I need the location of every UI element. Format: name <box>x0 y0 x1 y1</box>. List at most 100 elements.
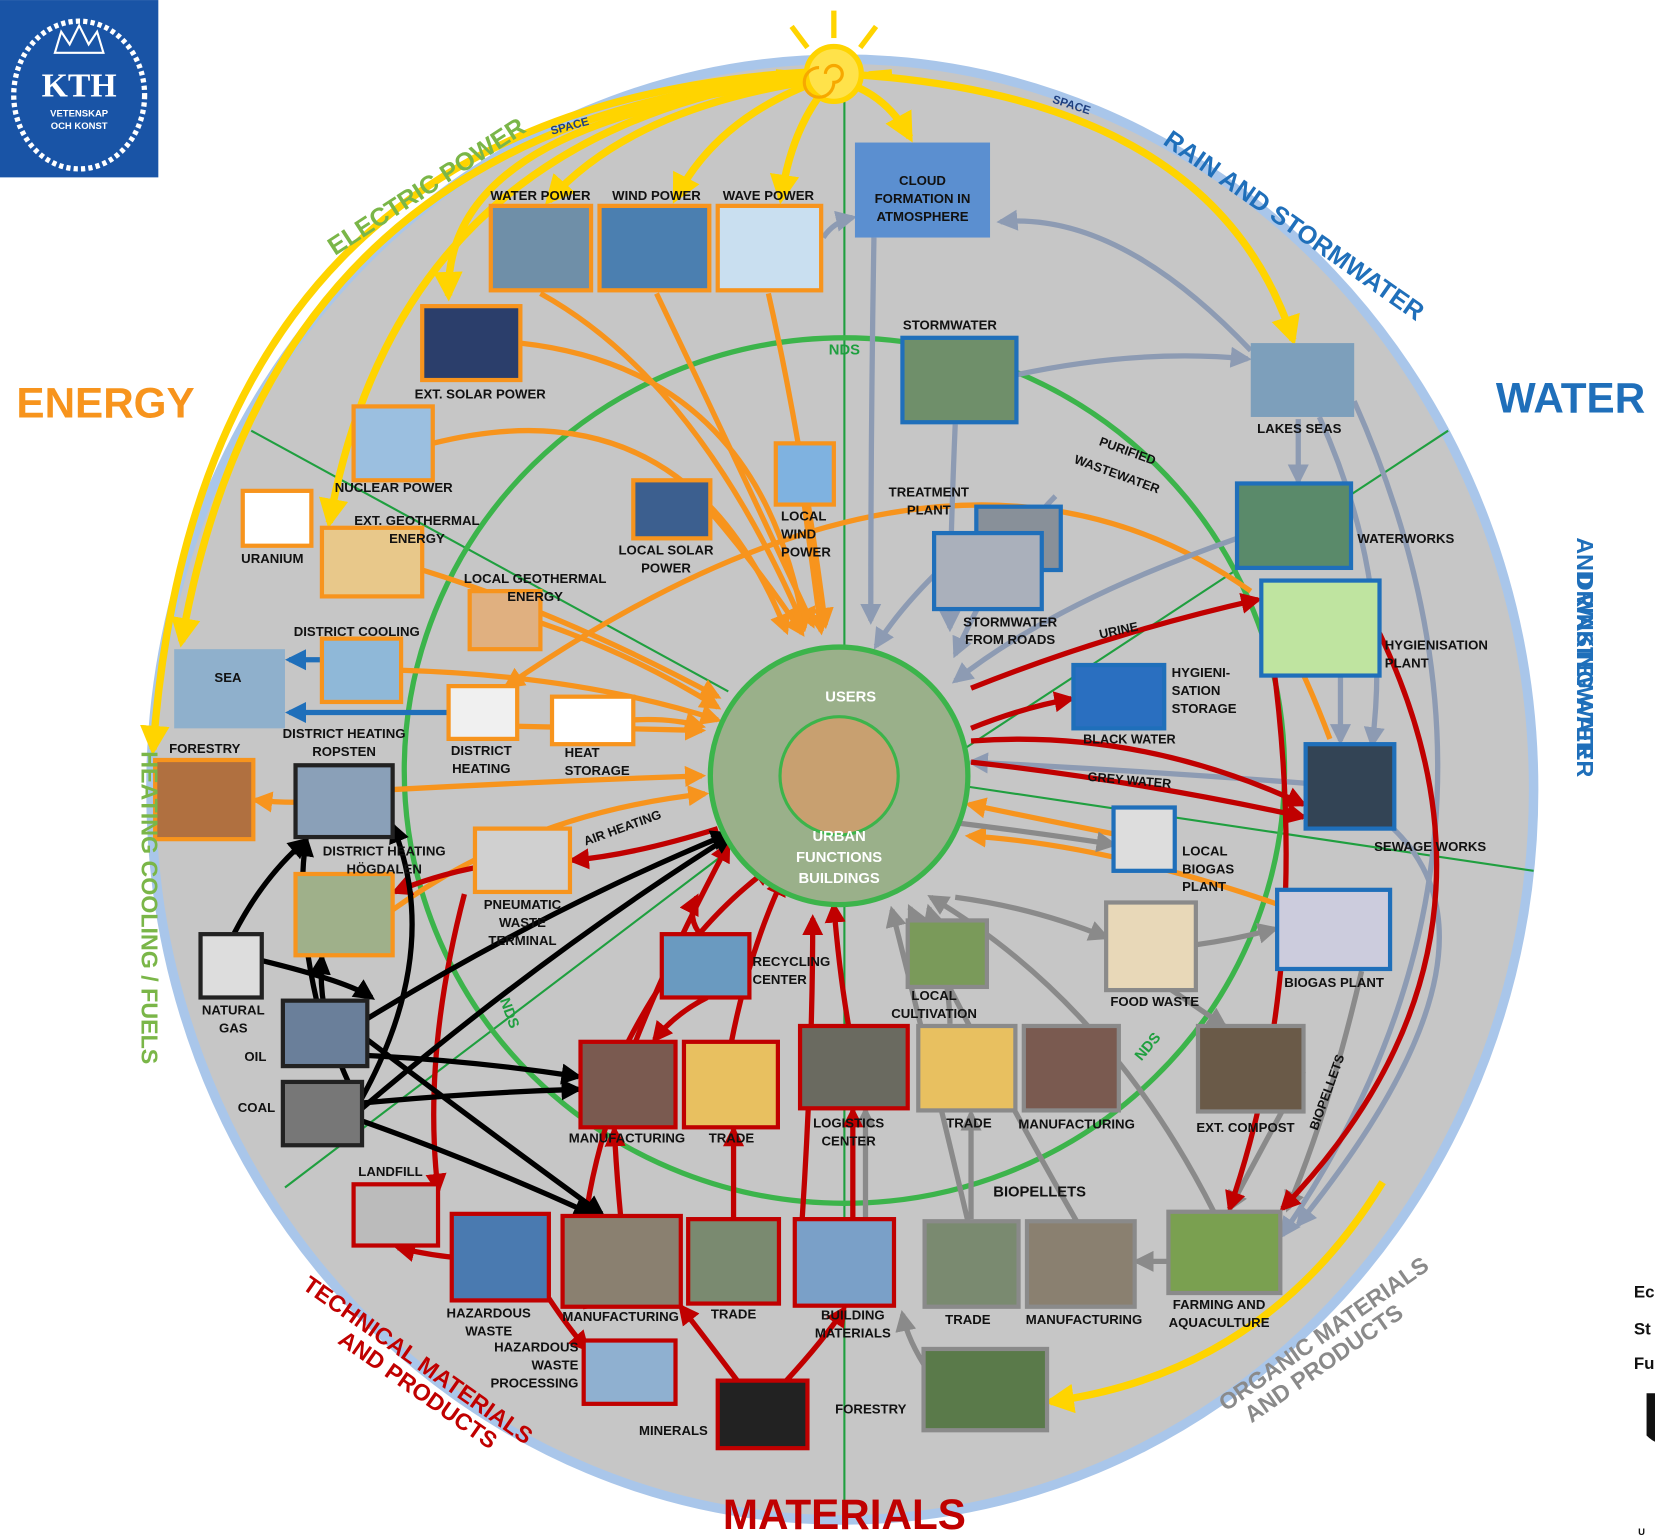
node-image <box>684 1042 778 1127</box>
node: BIOGAS PLANT <box>1277 890 1390 990</box>
node-label: POWER <box>641 560 691 575</box>
node-label: ROPSTEN <box>312 744 376 759</box>
node-label: TREATMENT <box>889 484 969 499</box>
sidebar-text: Ec <box>1634 1282 1655 1301</box>
node-image <box>1261 581 1379 676</box>
section-title: MATERIALS <box>723 1491 966 1538</box>
node-label: SEWAGE WORKS <box>1374 839 1486 854</box>
node-image <box>243 491 312 546</box>
node-label: FROM ROADS <box>965 632 1055 647</box>
node-image <box>552 697 633 744</box>
node: MANUFACTURING <box>569 1042 685 1146</box>
node: CLOUDFORMATION INATMOSPHERE <box>855 143 990 238</box>
node-label: WATERWORKS <box>1357 531 1454 546</box>
node-image <box>296 765 393 837</box>
node-label: WASTE <box>532 1357 579 1372</box>
node-label: POWER <box>781 545 831 560</box>
node-label: MANUFACTURING <box>562 1309 678 1324</box>
node-label: CLOUD <box>899 173 946 188</box>
node-image <box>600 206 710 290</box>
node-label: DISTRICT HEATING <box>323 843 446 858</box>
node-label: TRADE <box>945 1312 991 1327</box>
node-image <box>662 934 750 997</box>
node-label: CENTER <box>822 1134 877 1149</box>
node-image <box>718 206 821 290</box>
node-image <box>1106 902 1196 990</box>
node-label: LOCAL <box>1182 843 1227 858</box>
node-label: ENERGY <box>389 531 445 546</box>
sidebar-text: U <box>1638 1527 1645 1538</box>
node-image <box>452 1214 549 1301</box>
arc-label: AND WASTEWATER <box>1572 537 1598 759</box>
node-image <box>449 686 518 739</box>
node-label: LAKES SEAS <box>1257 421 1341 436</box>
urban-label: FUNCTIONS <box>796 850 882 866</box>
node-label: COAL <box>238 1100 275 1115</box>
node-label: STORAGE <box>1172 701 1237 716</box>
node-label: WASTE <box>499 915 546 930</box>
urban-label: URBAN <box>812 829 865 845</box>
node-image <box>296 874 393 955</box>
node-image <box>918 1026 1015 1110</box>
sidebar-text: Fu <box>1634 1354 1655 1373</box>
node-label: DISTRICT <box>451 743 512 758</box>
node-image <box>475 829 570 892</box>
node-image <box>354 406 433 480</box>
node-image <box>581 1042 676 1127</box>
node-label: MATERIALS <box>815 1326 891 1341</box>
node-label: PROCESSING <box>490 1375 578 1390</box>
node-image <box>718 1381 808 1449</box>
node: DISTRICT HEATING <box>449 686 518 776</box>
node-label: WASTE <box>465 1324 512 1339</box>
node-label: HEATING <box>452 761 510 776</box>
node-label: LOCAL <box>781 509 826 524</box>
node-label: STORAGE <box>565 763 630 778</box>
node-label: RECYCLING <box>753 954 831 969</box>
node-label: HEAT <box>565 745 600 760</box>
node-image <box>322 639 401 702</box>
node-label: WIND POWER <box>612 188 701 203</box>
node-label: LOCAL GEOTHERMAL <box>464 571 607 586</box>
node-image <box>584 1341 676 1404</box>
node-image <box>902 338 1016 422</box>
node-label: TRADE <box>709 1130 755 1145</box>
node-label: LANDFILL <box>358 1164 422 1179</box>
users-label: USERS <box>825 690 876 706</box>
node-label: STORMWATER <box>903 318 997 333</box>
arc-label: HEATING COOLING / FUELS <box>137 751 163 1064</box>
node-label: TERMINAL <box>488 933 556 948</box>
node-label: AQUACULTURE <box>1169 1315 1270 1330</box>
node-image <box>1277 890 1390 969</box>
node-label: PLANT <box>907 502 951 517</box>
node-label: MANUFACTURING <box>1018 1117 1134 1132</box>
node-label: LOCAL <box>911 988 956 1003</box>
node-label: EXT. COMPOST <box>1196 1120 1294 1135</box>
node-label: FORESTRY <box>169 741 241 756</box>
node-label: WATER POWER <box>490 188 591 203</box>
node-label: HAZARDOUS <box>494 1339 578 1354</box>
flow-label: BLACK WATER <box>1083 732 1176 746</box>
node-label: FORMATION IN <box>875 191 971 206</box>
node: URANIUM <box>241 491 311 566</box>
node-label: HÖGDALEN <box>346 861 421 876</box>
node-label: EXT. SOLAR POWER <box>415 386 547 401</box>
node-image <box>283 1001 367 1066</box>
node-image <box>633 480 710 538</box>
node-label: SATION <box>1172 683 1221 698</box>
node-image <box>925 1221 1019 1306</box>
node-image <box>1237 483 1351 567</box>
node-label: GAS <box>219 1021 248 1036</box>
node-label: NUCLEAR POWER <box>335 480 453 495</box>
node-image <box>1114 807 1175 870</box>
node-label: LOGISTICS <box>813 1116 884 1131</box>
node-image <box>776 443 834 504</box>
node-label: PLANT <box>1385 655 1429 670</box>
diagram: WATER POWERWIND POWERWAVE POWERCLOUDFORM… <box>0 0 1655 1539</box>
node-label: FARMING AND <box>1173 1297 1266 1312</box>
node-label: CENTER <box>753 972 808 987</box>
logo-text: OCH KONST <box>51 121 108 132</box>
node: SEA <box>174 649 285 728</box>
node-label: FORESTRY <box>835 1402 907 1417</box>
node-image <box>563 1216 681 1307</box>
